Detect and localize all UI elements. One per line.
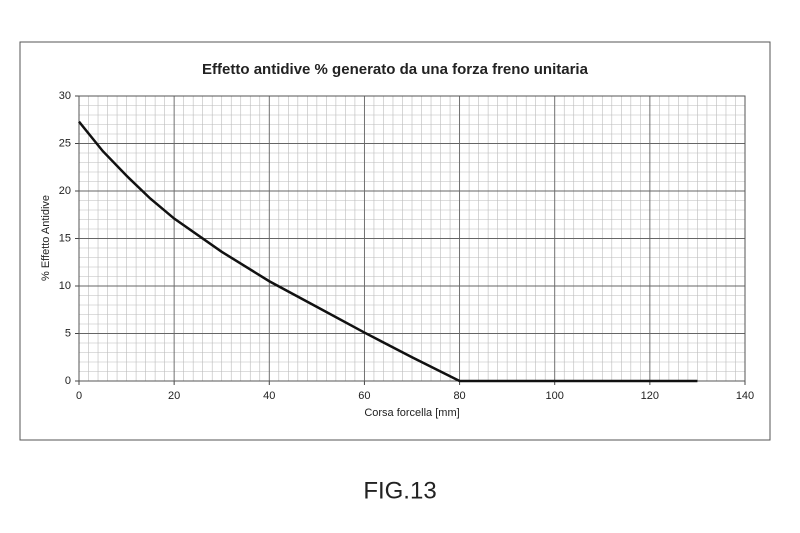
y-axis-label: % Effetto Antidive (40, 195, 52, 281)
x-tick-label: 20 (168, 390, 180, 402)
y-tick-label: 0 (65, 375, 71, 387)
x-tick-label: 100 (546, 390, 564, 402)
x-tick-label: 40 (263, 390, 275, 402)
figure-label: FIG.13 (363, 477, 436, 504)
x-tick-label: 80 (453, 390, 465, 402)
chart-frame (19, 41, 771, 441)
y-tick-label: 20 (59, 185, 71, 197)
x-axis-label: Corsa forcella [mm] (364, 407, 459, 419)
y-tick-label: 5 (65, 327, 71, 339)
y-tick-label: 10 (59, 280, 71, 292)
y-tick-label: 25 (59, 137, 71, 149)
chart-title: Effetto antidive % generato da una forza… (202, 61, 589, 78)
data-line (78, 120, 698, 383)
y-tick-label: 15 (59, 232, 71, 244)
x-tick-label: 60 (358, 390, 370, 402)
x-tick-label: 140 (736, 390, 754, 402)
plot-area (78, 95, 746, 382)
x-tick-label: 120 (641, 390, 659, 402)
y-tick-label: 30 (59, 90, 71, 102)
x-tick-label: 0 (76, 390, 82, 402)
